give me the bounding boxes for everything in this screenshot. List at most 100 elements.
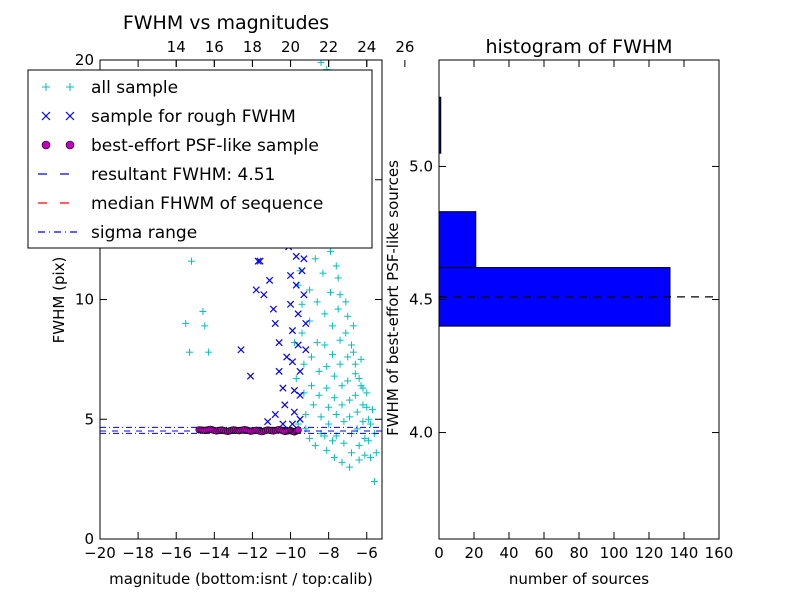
point-all-sample <box>342 329 350 337</box>
point-all-sample <box>311 255 319 263</box>
scatter-x-tick-label: −10 <box>275 544 307 562</box>
point-rough-fwhm <box>265 276 274 284</box>
legend-marker-plus <box>66 83 74 91</box>
point-all-sample <box>332 262 340 270</box>
point-all-sample <box>348 341 356 349</box>
legend-label: median FHWM of sequence <box>91 194 323 214</box>
legend-label: sample for rough FWHM <box>91 107 296 127</box>
point-all-sample <box>359 401 367 409</box>
legend-marker-plus <box>42 83 50 91</box>
point-all-sample <box>340 418 348 426</box>
point-rough-fwhm <box>254 257 262 265</box>
point-all-sample <box>349 348 357 356</box>
point-rough-fwhm-b <box>275 367 283 375</box>
point-rough-fwhm <box>296 415 304 423</box>
histogram-x-tick-label: 60 <box>534 544 553 562</box>
point-rough-fwhm <box>275 338 283 347</box>
legend-marker-circle <box>41 140 51 150</box>
point-rough-fwhm-b <box>271 410 279 419</box>
point-rough-fwhm-b <box>264 418 272 426</box>
point-rough-fwhm-b <box>260 291 268 299</box>
point-all-sample <box>315 391 323 399</box>
point-all-sample <box>357 355 365 363</box>
point-all-sample <box>351 370 359 378</box>
point-rough-fwhm-b <box>286 300 295 308</box>
point-best-effort-psf <box>294 426 302 434</box>
point-all-sample <box>309 401 317 409</box>
point-rough-fwhm-b <box>254 257 262 265</box>
scatter-x-ticks: −20 −18 −16 −14 −12 −10 −8 −6 <box>84 60 378 562</box>
point-rough-fwhm-b <box>298 267 306 275</box>
point-rough-fwhm-b <box>300 255 308 263</box>
scatter-y-axis-label: FWHM (pix) <box>50 257 68 344</box>
point-all-sample <box>328 351 336 359</box>
histogram-x-ticks: 0 20 40 60 80 100 120 140 160 <box>434 60 733 562</box>
scatter-top-tick-label: 20 <box>281 38 300 56</box>
scatter-x-tick-label: −6 <box>356 544 378 562</box>
point-rough-fwhm-b <box>300 291 308 299</box>
scatter-x-axis-label: magnitude (bottom:isnt / top:calib) <box>109 570 373 588</box>
point-rough-fwhm <box>302 319 310 328</box>
scatter-x-tick-label: −20 <box>84 544 116 562</box>
point-rough-fwhm-b <box>275 338 283 347</box>
histogram-x-tick-label: 40 <box>499 544 518 562</box>
scatter-top-tick-label: 26 <box>395 38 414 56</box>
histogram-x-tick-label: 120 <box>635 544 664 562</box>
point-rough-fwhm <box>288 358 297 366</box>
point-rough-fwhm <box>294 310 302 318</box>
point-all-sample <box>300 389 308 397</box>
legend-marker-x-b <box>65 111 75 121</box>
series-best-effort-psf <box>195 425 302 436</box>
histogram-x-tick-label: 20 <box>464 544 483 562</box>
point-all-sample <box>201 322 209 330</box>
point-rough-fwhm-b <box>294 341 302 349</box>
legend-entry: sample for rough FWHM <box>41 107 296 127</box>
point-rough-fwhm-b <box>296 415 304 423</box>
point-all-sample <box>351 360 359 368</box>
point-all-sample <box>368 406 376 414</box>
point-all-sample <box>328 437 336 445</box>
point-rough-fwhm <box>279 384 287 392</box>
scatter-top-tick-label: 22 <box>319 38 338 56</box>
histogram-y-tick-label: 4.0 <box>409 424 433 442</box>
point-rough-fwhm <box>290 408 298 416</box>
point-rough-fwhm-b <box>265 276 274 284</box>
scatter-legend: all sample sample for rough FWHM best-effo… <box>27 69 373 249</box>
point-rough-fwhm-b <box>252 286 260 294</box>
legend-marker-x <box>41 111 51 121</box>
point-rough-fwhm-b <box>279 384 287 392</box>
point-all-sample <box>351 391 359 399</box>
point-all-sample <box>359 418 367 426</box>
point-all-sample <box>355 442 363 450</box>
point-all-sample <box>300 360 308 368</box>
scatter-x-tick-label: −16 <box>160 544 192 562</box>
point-all-sample <box>182 319 190 327</box>
point-rough-fwhm <box>298 267 306 275</box>
point-all-sample <box>372 449 380 457</box>
histogram-y-tick-label: 4.5 <box>409 291 433 309</box>
histogram-bar <box>438 211 477 269</box>
point-all-sample <box>365 437 373 445</box>
point-rough-fwhm <box>296 367 304 375</box>
scatter-top-tick-label: 14 <box>167 38 186 56</box>
scatter-reference-lines <box>100 426 382 434</box>
point-all-sample <box>298 329 306 337</box>
point-all-sample <box>328 322 336 330</box>
point-all-sample <box>321 341 329 349</box>
point-all-sample <box>361 451 369 459</box>
point-rough-fwhm-b <box>237 346 245 354</box>
scatter-top-ticks: 14 16 18 20 22 24 26 <box>167 38 414 67</box>
point-all-sample <box>344 353 352 361</box>
point-rough-fwhm-b <box>286 271 295 280</box>
histogram-x-tick-label: 80 <box>569 544 588 562</box>
legend-entry: best-effort PSF-like sample <box>41 136 319 156</box>
point-all-sample <box>308 382 315 390</box>
point-all-sample <box>363 389 371 397</box>
point-all-sample <box>186 348 194 356</box>
point-all-sample <box>359 384 367 392</box>
point-rough-fwhm-b <box>294 310 302 318</box>
point-rough-fwhm <box>252 286 260 294</box>
point-rough-fwhm <box>288 420 297 428</box>
point-rough-fwhm <box>246 372 255 380</box>
